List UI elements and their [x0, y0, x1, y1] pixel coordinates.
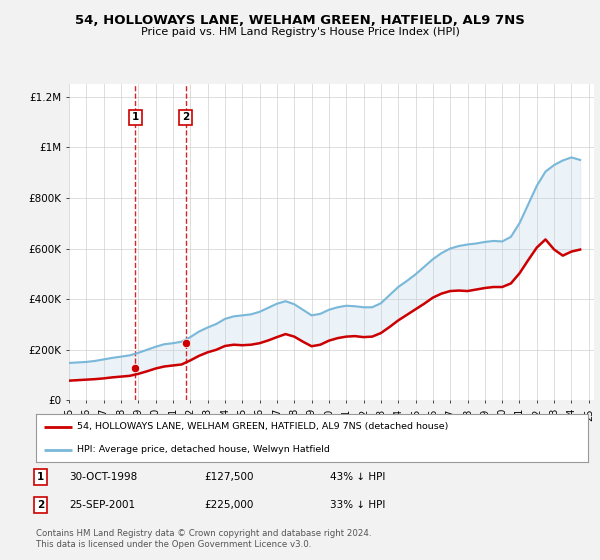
- Text: 25-SEP-2001: 25-SEP-2001: [69, 500, 135, 510]
- Text: Price paid vs. HM Land Registry's House Price Index (HPI): Price paid vs. HM Land Registry's House …: [140, 27, 460, 37]
- Text: 30-OCT-1998: 30-OCT-1998: [69, 472, 137, 482]
- Text: 54, HOLLOWAYS LANE, WELHAM GREEN, HATFIELD, AL9 7NS (detached house): 54, HOLLOWAYS LANE, WELHAM GREEN, HATFIE…: [77, 422, 449, 431]
- Text: £225,000: £225,000: [204, 500, 253, 510]
- Text: Contains HM Land Registry data © Crown copyright and database right 2024.
This d: Contains HM Land Registry data © Crown c…: [36, 529, 371, 549]
- Text: 33% ↓ HPI: 33% ↓ HPI: [330, 500, 385, 510]
- Text: 2: 2: [182, 112, 189, 122]
- Text: 1: 1: [37, 472, 44, 482]
- Text: 2: 2: [37, 500, 44, 510]
- Text: HPI: Average price, detached house, Welwyn Hatfield: HPI: Average price, detached house, Welw…: [77, 445, 330, 454]
- Text: 43% ↓ HPI: 43% ↓ HPI: [330, 472, 385, 482]
- Text: 1: 1: [132, 112, 139, 122]
- Text: £127,500: £127,500: [204, 472, 254, 482]
- Text: 54, HOLLOWAYS LANE, WELHAM GREEN, HATFIELD, AL9 7NS: 54, HOLLOWAYS LANE, WELHAM GREEN, HATFIE…: [75, 14, 525, 27]
